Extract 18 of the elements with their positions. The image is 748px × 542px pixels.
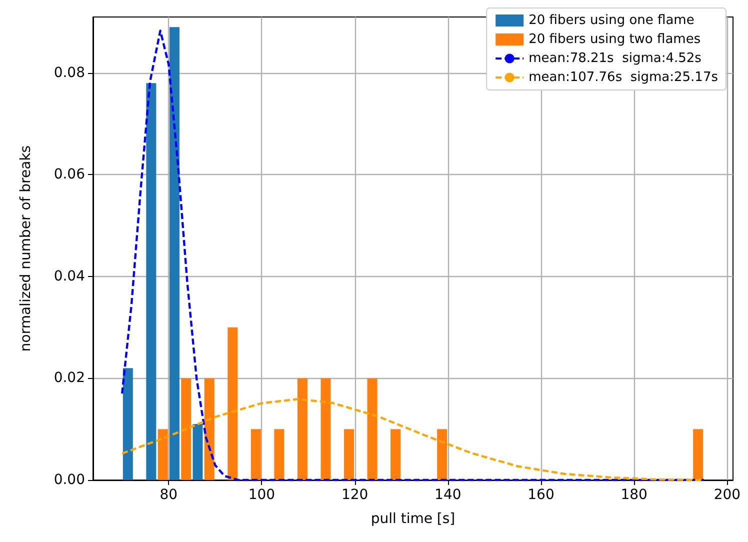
- y-tick-label: 0.06: [54, 166, 86, 183]
- y-tick-label: 0.08: [54, 64, 85, 81]
- legend-label: 20 fibers using two flames: [528, 32, 701, 47]
- y-tick-label: 0.02: [54, 370, 85, 386]
- x-tick-label: 120: [341, 487, 368, 503]
- y-axis-title: normalized number of breaks: [18, 145, 34, 352]
- x-tick-label: 140: [434, 487, 462, 503]
- legend-label: mean:78.21s sigma:4.52s: [528, 51, 702, 66]
- x-tick-label: 80: [160, 487, 178, 503]
- y-tick-label: 0.04: [54, 268, 86, 284]
- x-axis-title: pull time [s]: [370, 511, 456, 527]
- legend-label: mean:107.76s sigma:25.17s: [528, 70, 718, 85]
- y-tick-label: 0.00: [54, 472, 85, 488]
- x-tick-label: 160: [528, 487, 554, 503]
- x-tick-label: 100: [248, 487, 276, 503]
- x-tick-label: 180: [620, 487, 648, 503]
- x-tick-label: 200: [714, 487, 741, 503]
- legend-label: 20 fibers using one flame: [528, 13, 694, 28]
